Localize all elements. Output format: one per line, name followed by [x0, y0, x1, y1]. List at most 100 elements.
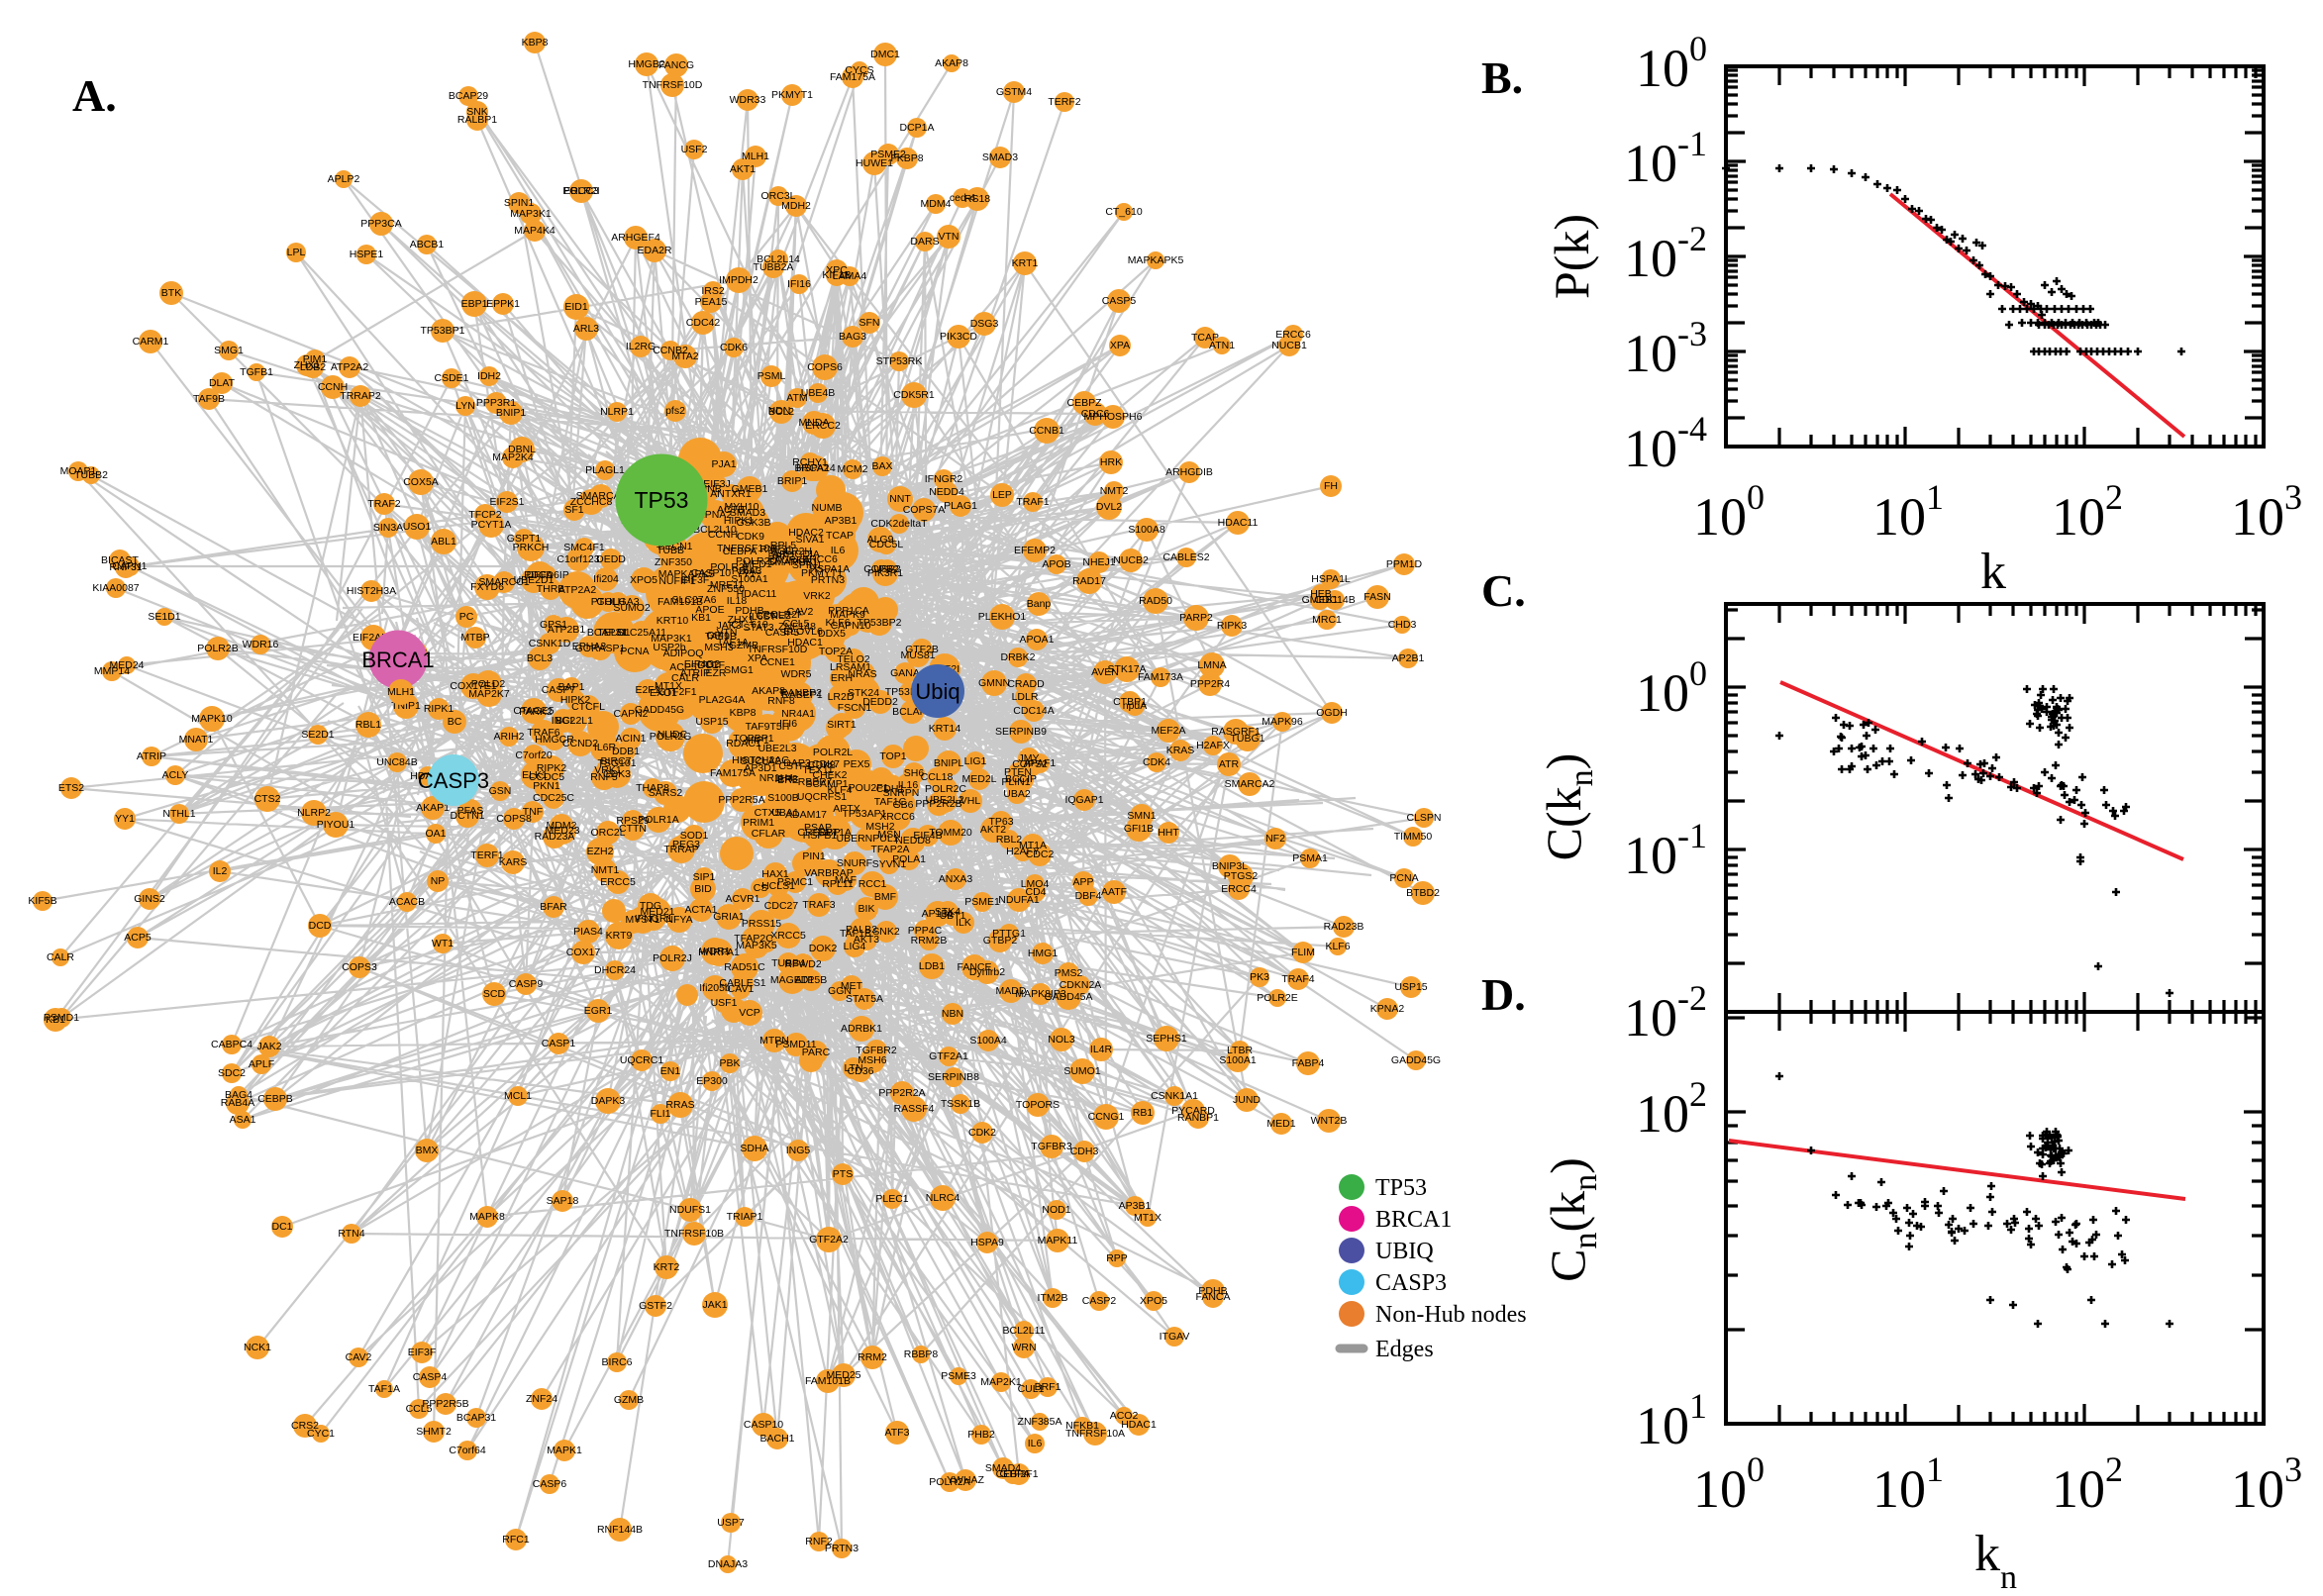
svg-text:AKAP8: AKAP8 [935, 57, 968, 69]
svg-text:C(kn): C(kn) [1536, 753, 1600, 861]
svg-text:TRAF3: TRAF3 [802, 899, 835, 911]
svg-text:RFWD2: RFWD2 [784, 958, 821, 970]
svg-text:BFAR: BFAR [540, 901, 567, 913]
svg-text:COX17: COX17 [566, 947, 601, 958]
svg-text:BCCIP: BCCIP [1005, 773, 1037, 785]
svg-text:MED25: MED25 [826, 1369, 860, 1381]
svg-text:CABLES1: CABLES1 [719, 977, 765, 989]
svg-text:ced-4: ced-4 [950, 192, 975, 204]
svg-text:CDC14B: CDC14B [1314, 594, 1355, 606]
svg-text:ANXA3: ANXA3 [939, 873, 973, 885]
svg-text:CYCS: CYCS [845, 64, 873, 76]
svg-text:GSK3B: GSK3B [736, 517, 770, 529]
svg-text:DSG3: DSG3 [970, 318, 999, 330]
svg-text:CTCF: CTCF [697, 659, 725, 671]
svg-text:SEPHS1: SEPHS1 [1146, 1033, 1187, 1045]
svg-text:POLR2H: POLR2H [770, 546, 812, 557]
svg-text:NUDC: NUDC [657, 729, 688, 741]
svg-text:ARHGEF4: ARHGEF4 [611, 232, 660, 244]
svg-text:IFI6: IFI6 [779, 718, 797, 730]
svg-text:UBT1: UBT1 [940, 910, 966, 922]
svg-text:CAV2: CAV2 [346, 1351, 372, 1363]
svg-text:HIP1: HIP1 [746, 735, 769, 747]
svg-text:IFI16: IFI16 [787, 278, 811, 290]
svg-text:C7orf64: C7orf64 [449, 1445, 486, 1456]
svg-text:BIRC6: BIRC6 [602, 1356, 633, 1368]
svg-text:CREBBP: CREBBP [797, 827, 840, 839]
svg-text:CEBPB: CEBPB [257, 1093, 293, 1105]
svg-text:PSME3: PSME3 [941, 1370, 976, 1382]
svg-text:EPPK1: EPPK1 [486, 298, 520, 310]
svg-text:RAB4A: RAB4A [221, 1097, 254, 1109]
svg-text:UBA2: UBA2 [1003, 788, 1031, 800]
svg-text:CDC6: CDC6 [1081, 408, 1110, 420]
svg-text:S100A1: S100A1 [731, 573, 768, 585]
svg-text:PPP2R2B: PPP2R2B [915, 798, 961, 810]
svg-text:ACVR1: ACVR1 [725, 893, 759, 905]
svg-text:TNFRSF10A: TNFRSF10A [1065, 1428, 1125, 1440]
svg-text:BCL2L11: BCL2L11 [1002, 1325, 1045, 1337]
svg-text:GSN: GSN [489, 785, 512, 797]
svg-text:ELK1: ELK1 [522, 769, 548, 781]
svg-text:AKAP1: AKAP1 [416, 802, 450, 814]
svg-text:PCNA: PCNA [620, 646, 649, 657]
svg-text:DVL2: DVL2 [1096, 501, 1122, 513]
svg-text:SH6: SH6 [904, 767, 925, 779]
svg-text:AKAP8: AKAP8 [752, 685, 785, 697]
svg-text:GTF2B: GTF2B [905, 644, 939, 655]
svg-text:FLIM: FLIM [1291, 947, 1315, 958]
svg-text:BCL2L14: BCL2L14 [757, 253, 800, 265]
svg-text:SUMO1: SUMO1 [1063, 1065, 1101, 1077]
svg-text:HSPE1: HSPE1 [350, 249, 384, 260]
svg-text:CASP1: CASP1 [542, 1038, 576, 1049]
svg-text:CDK2deltaT: CDK2deltaT [870, 518, 928, 530]
svg-text:PEA15: PEA15 [695, 296, 728, 308]
svg-text:MAF: MAF [835, 874, 857, 886]
svg-text:ATRIP: ATRIP [680, 667, 710, 679]
svg-text:ATR: ATR [1219, 758, 1240, 770]
svg-text:MAPK8IP3: MAPK8IP3 [1015, 988, 1066, 1000]
svg-text:MED23: MED23 [545, 825, 579, 837]
svg-text:ARIH2: ARIH2 [494, 731, 525, 743]
svg-text:POLR2B: POLR2B [197, 643, 238, 654]
svg-text:NLRP1: NLRP1 [600, 406, 634, 418]
svg-text:STK24: STK24 [848, 687, 879, 699]
svg-text:USP7: USP7 [717, 1517, 745, 1529]
svg-text:DC1: DC1 [697, 659, 718, 671]
svg-text:ERCC3: ERCC3 [563, 185, 599, 197]
svg-text:C.: C. [1481, 565, 1526, 616]
svg-text:SERPINB8: SERPINB8 [928, 1071, 979, 1083]
svg-text:MT1A: MT1A [1019, 840, 1047, 851]
svg-text:MAP3K1: MAP3K1 [651, 633, 692, 645]
svg-text:TOPBP1: TOPBP1 [733, 733, 773, 745]
svg-text:IL6: IL6 [1028, 1438, 1043, 1449]
svg-text:TAF1A: TAF1A [368, 1383, 400, 1395]
svg-text:SDHA: SDHA [740, 1143, 768, 1154]
svg-text:RASGRF1: RASGRF1 [1211, 726, 1261, 738]
svg-text:PARP2: PARP2 [1179, 612, 1213, 624]
svg-text:NCK1: NCK1 [244, 1342, 271, 1353]
svg-text:YY1: YY1 [115, 813, 135, 825]
svg-text:CCND2: CCND2 [562, 738, 598, 749]
svg-text:NFYA: NFYA [665, 914, 692, 926]
svg-text:TUBB: TUBB [656, 545, 684, 556]
svg-text:AKT1: AKT1 [730, 163, 756, 175]
svg-text:SE1D1: SE1D1 [148, 611, 180, 623]
svg-text:SIN3A: SIN3A [373, 522, 403, 534]
svg-text:UBE4B: UBE4B [801, 387, 835, 399]
svg-text:TAF9B: TAF9B [193, 393, 225, 405]
svg-text:VCP: VCP [739, 1007, 760, 1019]
svg-text:PLEC1: PLEC1 [875, 1193, 908, 1205]
svg-text:USP2b: USP2b [653, 642, 685, 653]
svg-text:SHMT2: SHMT2 [416, 1426, 452, 1438]
svg-text:POLA1: POLA1 [892, 853, 926, 865]
svg-text:RBBP7: RBBP7 [798, 776, 833, 788]
svg-text:NOL3: NOL3 [1048, 1034, 1075, 1046]
svg-text:MSH3: MSH3 [704, 642, 733, 653]
svg-text:POLR2I: POLR2I [562, 185, 599, 197]
svg-text:JMY: JMY [1019, 752, 1040, 764]
svg-text:USF2: USF2 [681, 144, 708, 155]
svg-text:MAPK8: MAPK8 [469, 1211, 505, 1223]
svg-text:ZHX1: ZHX1 [294, 359, 321, 371]
svg-text:TP63: TP63 [988, 816, 1013, 828]
